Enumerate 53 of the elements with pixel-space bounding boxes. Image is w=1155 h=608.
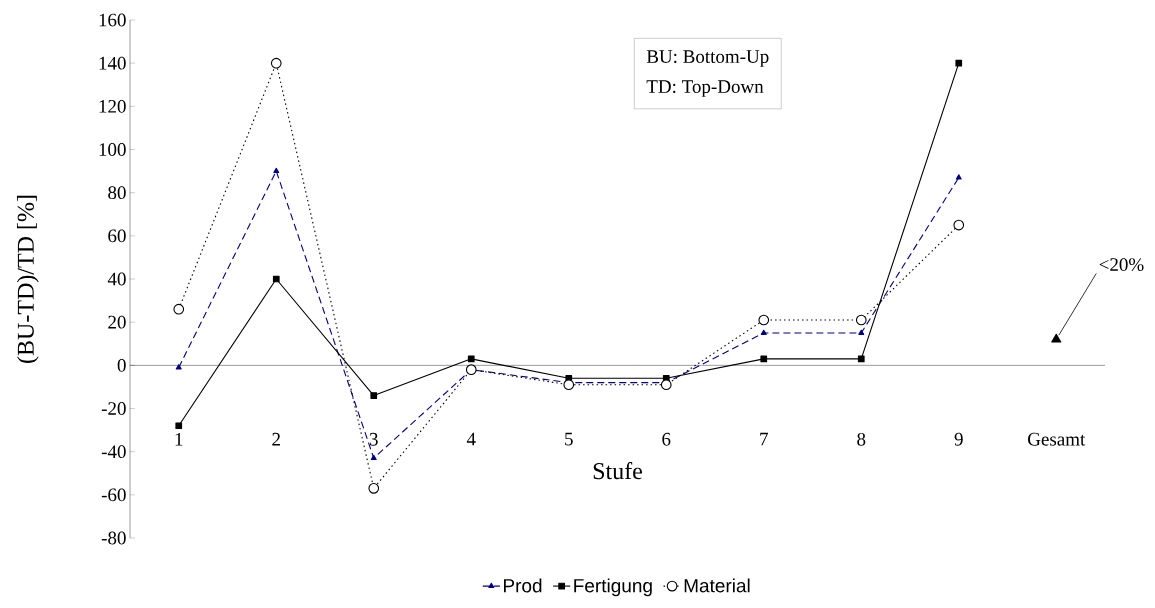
x-axis-title: Stufe xyxy=(593,462,643,480)
annotation: BU: Bottom-Up xyxy=(646,50,769,67)
x-tick-label: 8 xyxy=(857,432,866,446)
y-tick-label: 80 xyxy=(108,186,126,200)
point xyxy=(760,355,768,363)
x-tick-label: Gesamt xyxy=(1028,432,1086,446)
y-tick-label: 60 xyxy=(108,229,126,243)
legend-label: Material xyxy=(684,578,750,593)
y-tick-label: -60 xyxy=(101,488,126,502)
point xyxy=(272,275,280,283)
x-tick-label: 6 xyxy=(662,432,671,446)
annotation: TD: Top-Down xyxy=(646,80,764,97)
y-tick-label: -40 xyxy=(101,445,126,459)
y-tick-label: -20 xyxy=(101,402,126,415)
point xyxy=(858,329,865,335)
y-tick-label: 0 xyxy=(117,358,126,372)
y-tick-label: 140 xyxy=(99,56,126,70)
point xyxy=(270,57,282,69)
x-tick-label: 3 xyxy=(369,432,378,446)
point xyxy=(955,174,962,180)
x-tick-label: 1 xyxy=(175,432,183,446)
y-axis-title: (BU-TD)/TD [%] xyxy=(16,195,39,363)
point xyxy=(175,422,183,430)
point xyxy=(370,454,377,461)
point xyxy=(1051,333,1062,343)
point xyxy=(760,329,767,335)
y-tick-label: 100 xyxy=(99,143,126,156)
point xyxy=(467,355,475,363)
y-tick-label: 160 xyxy=(99,13,126,27)
y-tick-label: 40 xyxy=(107,272,126,286)
legend-label: Prod xyxy=(503,578,542,593)
x-tick-label: 5 xyxy=(565,432,573,446)
y-tick-label: -80 xyxy=(101,531,126,545)
point xyxy=(660,379,672,391)
point xyxy=(857,355,865,363)
point xyxy=(273,167,280,174)
point xyxy=(563,379,575,391)
annotation: <20% xyxy=(1099,258,1144,272)
point xyxy=(173,303,185,315)
point xyxy=(368,483,380,494)
point xyxy=(175,364,182,370)
point xyxy=(855,314,867,326)
point xyxy=(370,392,378,399)
point xyxy=(955,59,963,67)
x-tick-label: 7 xyxy=(760,432,768,446)
point xyxy=(953,219,965,231)
y-tick-label: 20 xyxy=(108,315,126,329)
point xyxy=(758,314,770,326)
x-tick-label: 4 xyxy=(466,432,476,446)
x-tick-label: 2 xyxy=(272,432,280,446)
y-tick-label: 120 xyxy=(99,99,126,113)
legend-label: Fertigung xyxy=(574,578,652,597)
x-tick-label: 9 xyxy=(954,432,963,446)
